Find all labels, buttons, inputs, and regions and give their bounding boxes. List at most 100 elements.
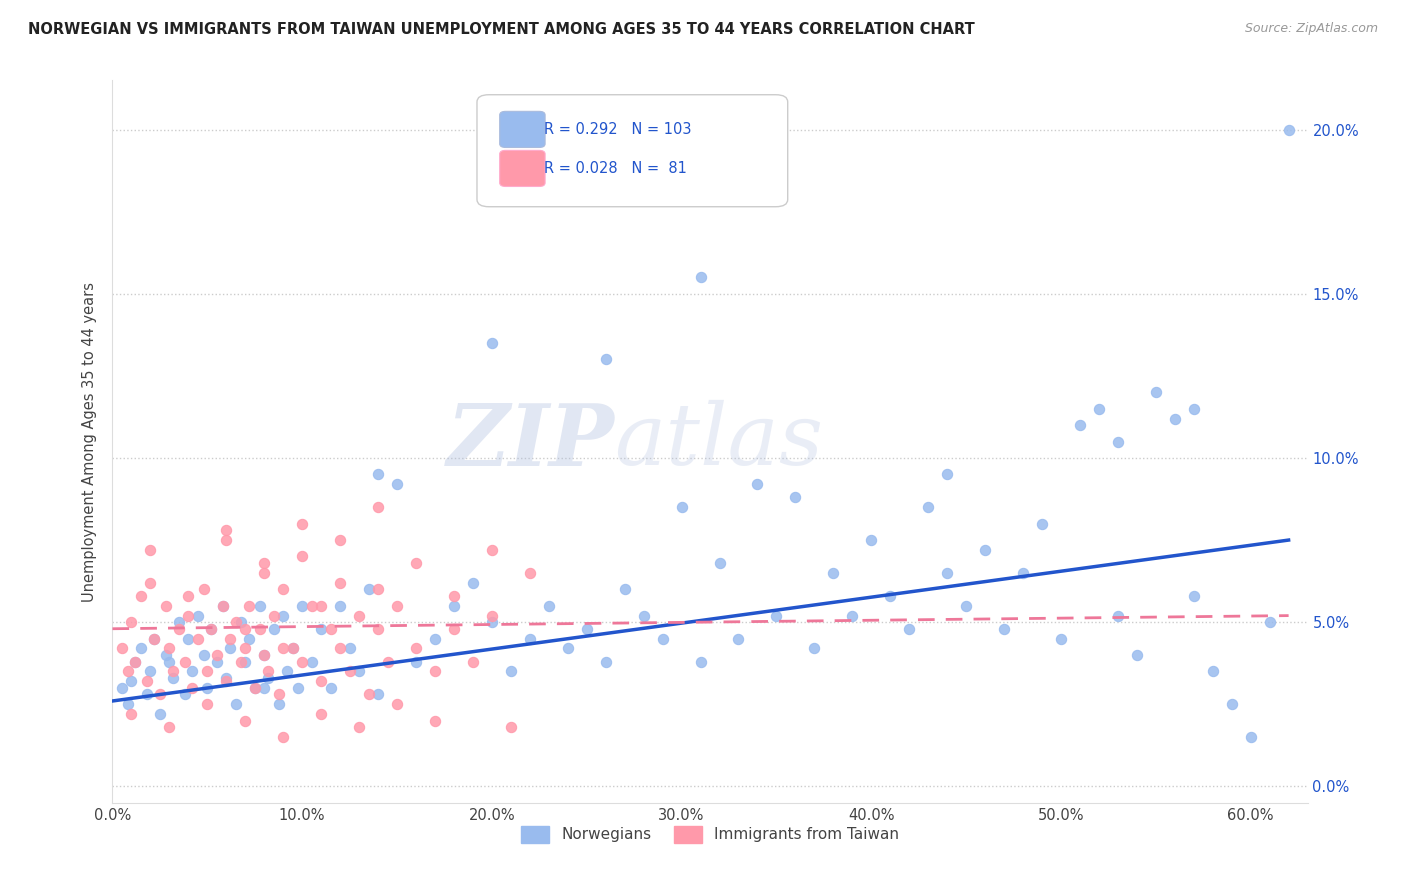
Point [129,641,152,656]
Point [309,674,332,689]
Point [1031,516,1053,531]
Point [253,648,276,662]
Point [461,655,484,669]
Point [233,655,256,669]
Point [443,599,465,613]
Text: atlas: atlas [614,401,824,483]
Point [301,599,323,613]
Point [917,500,939,515]
Point [269,687,291,701]
Point [367,500,389,515]
Point [1088,401,1111,416]
Point [1240,730,1263,744]
Point [124,655,146,669]
Point [253,681,276,695]
Point [405,641,427,656]
Point [443,622,465,636]
Point [385,599,408,613]
Point [519,632,541,646]
Point [1258,615,1281,630]
Point [823,566,845,580]
Point [149,707,172,722]
Point [200,622,222,636]
Point [173,655,195,669]
Point [329,599,352,613]
Point [195,681,218,695]
Point [181,665,204,679]
Point [367,467,389,482]
Point [1220,698,1243,712]
Point [276,665,298,679]
Point [1278,122,1301,136]
Point [405,556,427,570]
Point [309,707,332,722]
Point [200,622,222,636]
Point [149,687,172,701]
Point [803,641,825,656]
Point [347,720,370,734]
Point [271,730,294,744]
Point [339,641,361,656]
Point [1182,589,1205,603]
Point [291,599,314,613]
Point [575,622,598,636]
Point [263,608,285,623]
Point [879,589,901,603]
Point [955,599,977,613]
Point [205,648,228,662]
Point [162,671,184,685]
Point [319,681,342,695]
Point [120,707,142,722]
Point [367,622,389,636]
Point [139,542,162,557]
Point [367,687,389,701]
Y-axis label: Unemployment Among Ages 35 to 44 years: Unemployment Among Ages 35 to 44 years [82,282,97,601]
Point [595,352,617,367]
Point [423,714,446,728]
Point [377,655,399,669]
Point [481,615,503,630]
Point [709,556,731,570]
Point [195,665,218,679]
Point [173,687,195,701]
Point [443,589,465,603]
Point [177,608,200,623]
Point [689,655,711,669]
Point [1069,418,1091,433]
Point [287,681,309,695]
Point [187,608,209,623]
Point [215,533,238,547]
Point [785,491,807,505]
Point [765,608,787,623]
Point [1202,665,1225,679]
Point [898,622,921,636]
Point [1050,632,1073,646]
Point [405,655,427,669]
Point [243,681,266,695]
Point [243,681,266,695]
Point [1012,566,1035,580]
Legend: Norwegians, Immigrants from Taiwan: Norwegians, Immigrants from Taiwan [515,820,905,849]
FancyBboxPatch shape [499,112,546,147]
Point [347,608,370,623]
Point [225,698,247,712]
Point [157,655,180,669]
Text: ZIP: ZIP [447,400,614,483]
Point [747,477,769,491]
Point [481,336,503,351]
Point [120,615,142,630]
Point [263,622,285,636]
Point [231,655,253,669]
Point [162,665,184,679]
Point [111,681,134,695]
Point [249,622,271,636]
Point [167,622,190,636]
Point [1126,648,1149,662]
Point [181,681,204,695]
Point [689,270,711,285]
Point [367,582,389,597]
Text: R = 0.028   N =  81: R = 0.028 N = 81 [544,161,686,176]
Point [143,632,166,646]
Point [124,655,146,669]
Text: NORWEGIAN VS IMMIGRANTS FROM TAIWAN UNEMPLOYMENT AMONG AGES 35 TO 44 YEARS CORRE: NORWEGIAN VS IMMIGRANTS FROM TAIWAN UNEM… [28,22,974,37]
